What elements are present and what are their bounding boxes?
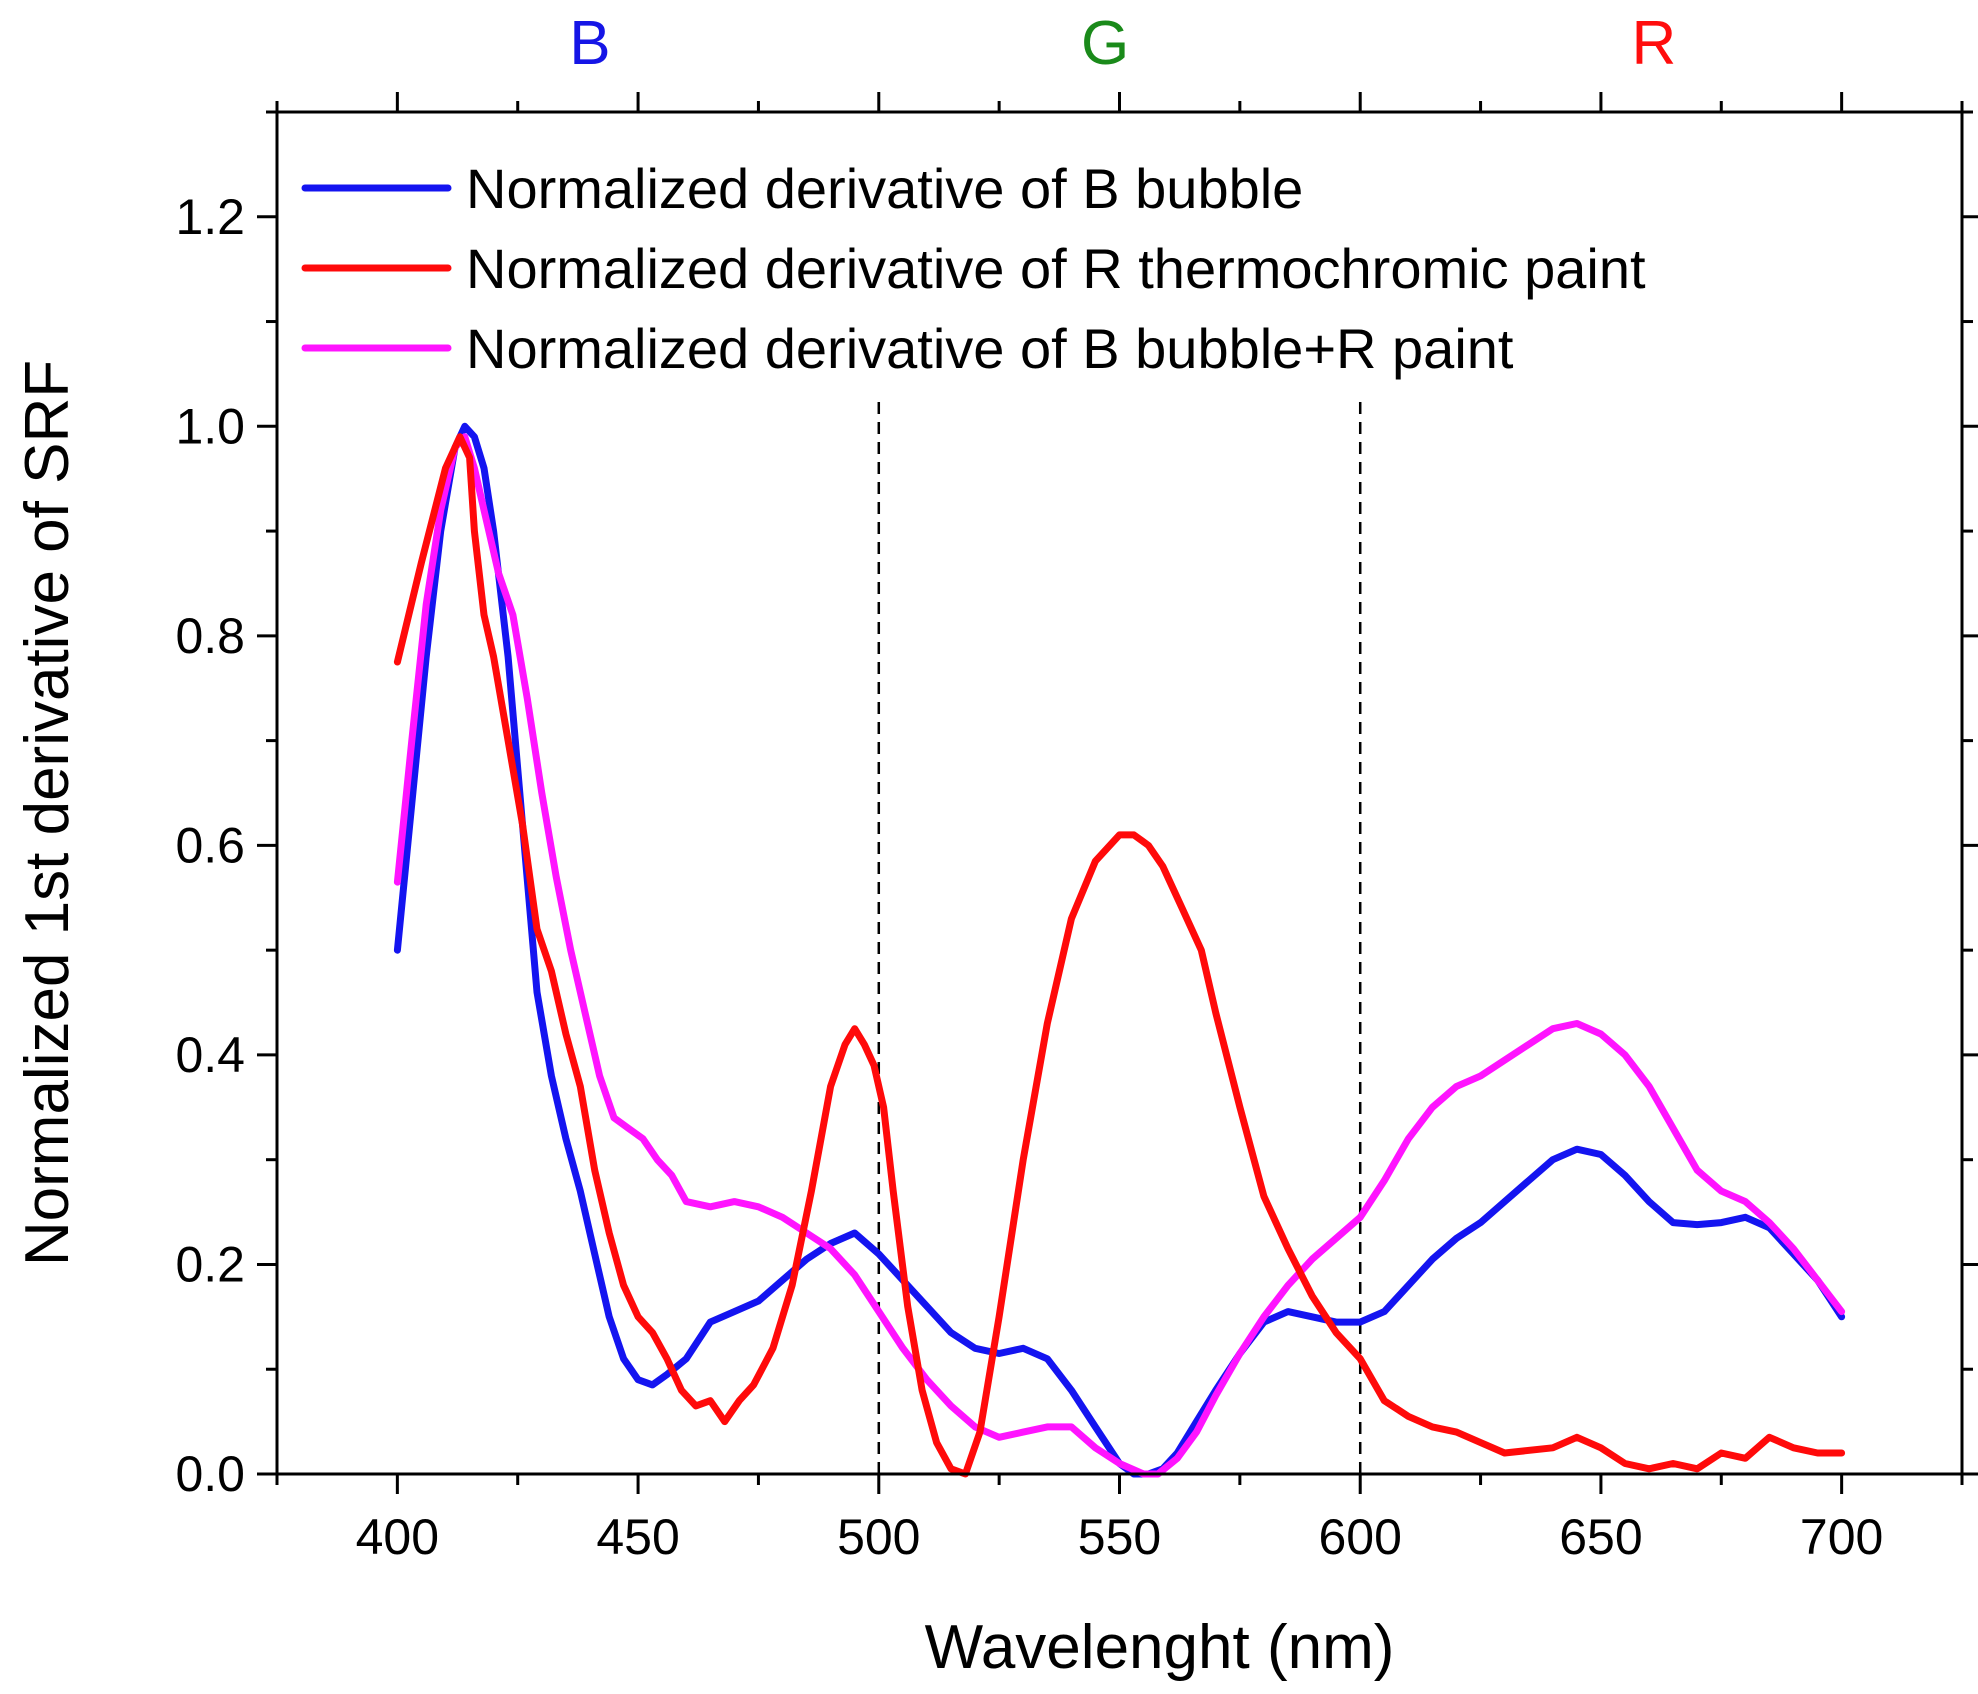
y-tick-label: 1.0: [175, 398, 245, 454]
y-tick-label: 0.4: [175, 1027, 245, 1083]
x-axis-title: Wavelenght (nm): [925, 1613, 1395, 1682]
y-tick-label: 0.0: [175, 1446, 245, 1502]
x-tick-label: 500: [837, 1509, 920, 1565]
band-label-r: R: [1631, 9, 1676, 78]
band-label-b: B: [569, 9, 610, 78]
series-r-paint-line: [393, 433, 1846, 1478]
series-b-bubble-line: [393, 422, 1846, 1478]
legend: Normalized derivative of B bubble Normal…: [301, 157, 1646, 380]
x-tick-label: 600: [1318, 1509, 1401, 1565]
x-tick-label: 450: [596, 1509, 679, 1565]
legend-label-b-bubble: Normalized derivative of B bubble: [466, 157, 1303, 220]
y-tick-label: 0.6: [175, 817, 245, 873]
series-b-bubble-r-paint-line: [393, 433, 1846, 1478]
y-axis: 0.0 0.2 0.4 0.6 0.8 1.0 1.2: [175, 110, 1978, 1502]
y-tick-label: 1.2: [175, 189, 245, 245]
y-tick-label: 0.8: [175, 608, 245, 664]
x-tick-label: 700: [1800, 1509, 1883, 1565]
y-tick-label: 0.2: [175, 1236, 245, 1292]
x-tick-label: 400: [356, 1509, 439, 1565]
legend-label-b-bubble-r-paint: Normalized derivative of B bubble+R pain…: [466, 317, 1514, 380]
x-tick-label: 550: [1078, 1509, 1161, 1565]
x-tick-label: 650: [1559, 1509, 1642, 1565]
y-axis-title: Normalized 1st derivative of SRF: [13, 360, 82, 1266]
series-layer: [393, 422, 1846, 1478]
x-axis: 400 450 500 550 600 650 700: [275, 92, 1964, 1565]
band-label-g: G: [1081, 9, 1129, 78]
legend-label-r-paint: Normalized derivative of R thermochromic…: [466, 237, 1646, 300]
